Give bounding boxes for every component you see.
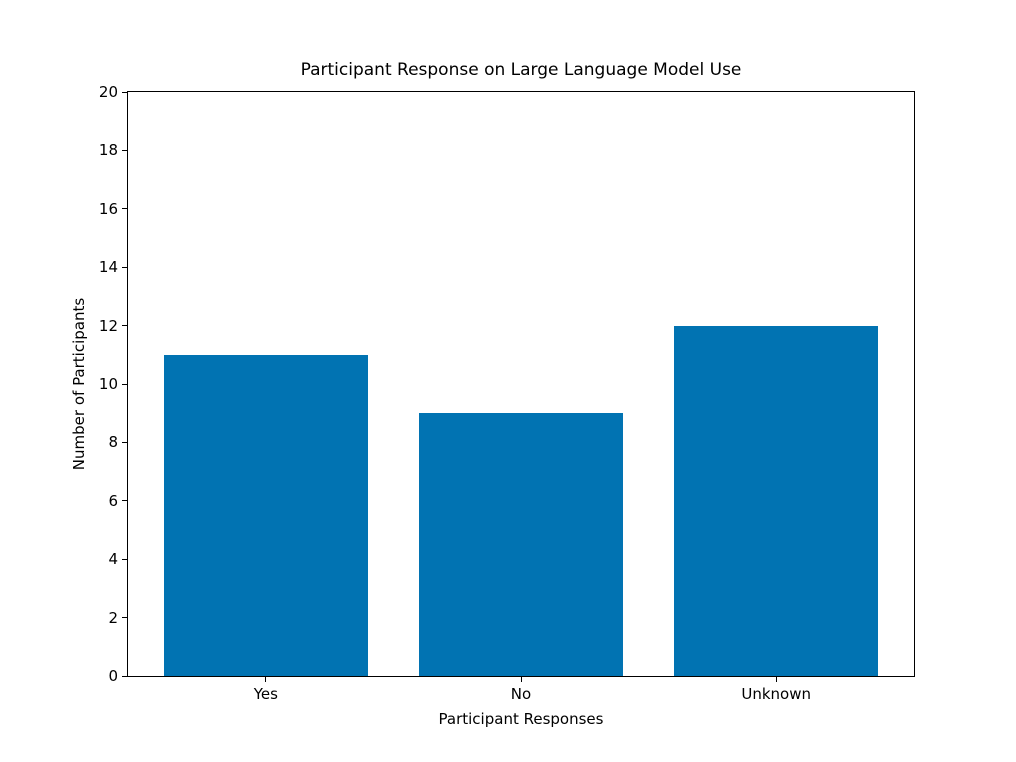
x-axis-label: Participant Responses xyxy=(438,710,604,728)
y-tick-mark-8 xyxy=(122,441,128,443)
bar-no xyxy=(418,413,624,676)
bar-unknown xyxy=(674,325,879,676)
y-tick-mark-20 xyxy=(122,91,128,93)
y-tick-label-16: 16 xyxy=(98,199,118,218)
y-tick-label-10: 10 xyxy=(98,375,118,393)
plot-area: 0 2 4 6 8 10 12 14 16 18 20 Yes No Unknown xyxy=(99,83,915,703)
y-tick-label-8: 8 xyxy=(108,433,118,452)
y-tick-mark-16 xyxy=(122,208,128,210)
y-tick-label-14: 14 xyxy=(98,258,118,277)
x-tick-label-unknown: Unknown xyxy=(741,685,812,703)
y-tick-label-0: 0 xyxy=(108,667,118,685)
chart-title: Participant Response on Large Language M… xyxy=(300,60,742,80)
y-tick-mark-10 xyxy=(122,383,128,385)
x-tick-mark-no xyxy=(520,676,522,682)
y-tick-label-4: 4 xyxy=(108,550,118,569)
x-tick-label-no: No xyxy=(510,685,532,703)
y-tick-mark-12 xyxy=(122,325,128,327)
y-tick-mark-0 xyxy=(122,675,128,677)
y-tick-label-18: 18 xyxy=(98,141,118,160)
y-tick-label-6: 6 xyxy=(108,491,118,510)
y-tick-label-2: 2 xyxy=(108,608,118,627)
x-tick-mark-unknown xyxy=(775,676,777,682)
x-tick-label-yes: Yes xyxy=(253,685,278,703)
y-tick-mark-2 xyxy=(122,617,128,619)
x-tick-mark-yes xyxy=(265,676,267,682)
y-axis-label: Number of Participants xyxy=(70,297,88,471)
y-tick-mark-4 xyxy=(122,558,128,560)
y-tick-mark-18 xyxy=(122,149,128,151)
y-tick-mark-6 xyxy=(122,500,128,502)
bar-yes xyxy=(163,354,368,676)
y-tick-mark-14 xyxy=(122,266,128,268)
y-tick-label-12: 12 xyxy=(98,316,118,335)
y-tick-label-20: 20 xyxy=(98,83,118,101)
